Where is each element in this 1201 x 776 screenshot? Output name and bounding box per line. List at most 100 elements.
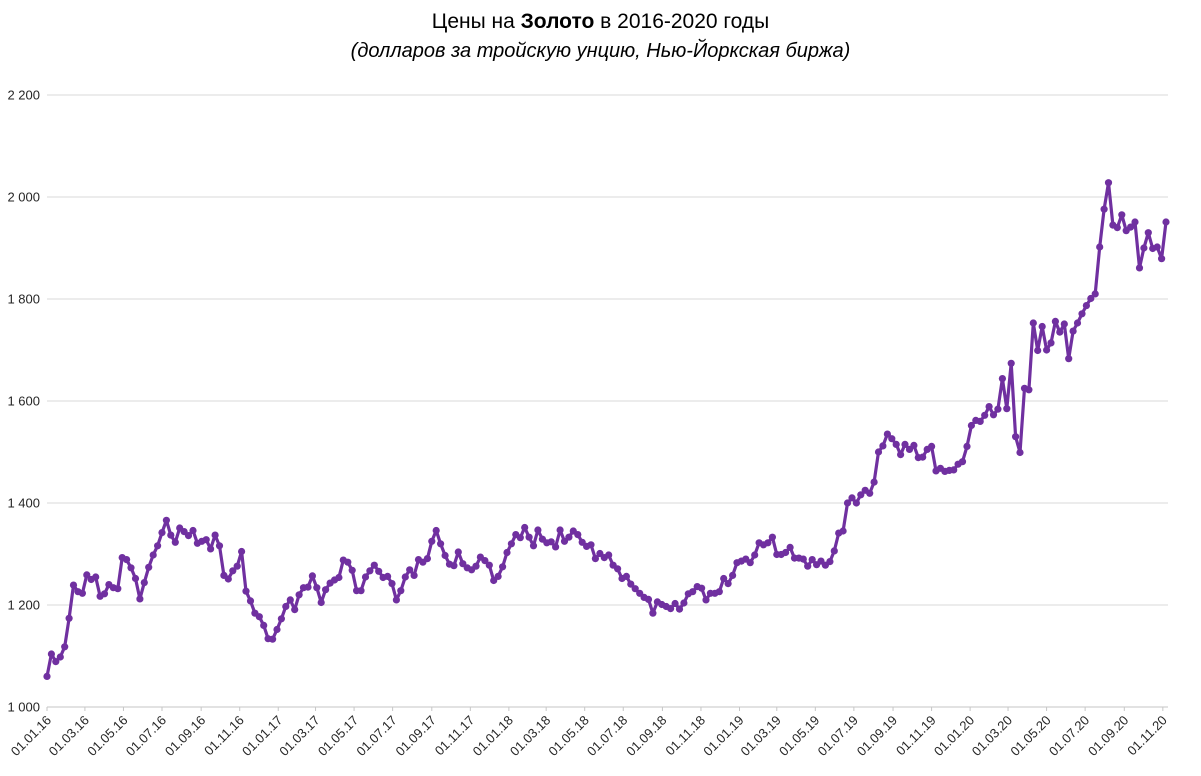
x-axis-label: 01.03.18 — [507, 713, 553, 759]
data-point — [242, 587, 250, 595]
data-point — [1113, 224, 1121, 232]
data-point — [516, 534, 524, 542]
x-axis-label: 01.03.20 — [969, 713, 1015, 759]
data-point — [826, 558, 834, 566]
data-point — [273, 625, 281, 634]
data-point — [149, 551, 157, 559]
data-point — [282, 602, 290, 611]
data-point — [1016, 448, 1024, 457]
data-point — [370, 561, 378, 569]
data-point — [286, 596, 294, 604]
data-point — [591, 555, 600, 563]
data-point — [883, 430, 892, 438]
data-point — [423, 555, 431, 563]
data-point — [897, 451, 905, 459]
data-point — [1153, 243, 1161, 251]
x-axis — [46, 706, 1168, 711]
data-point — [910, 441, 918, 449]
data-point — [397, 587, 405, 595]
data-point — [1056, 328, 1064, 336]
data-point — [47, 650, 56, 658]
data-point — [335, 573, 343, 582]
data-point — [171, 538, 179, 546]
data-point — [729, 571, 737, 580]
data-point — [525, 533, 533, 541]
data-point — [384, 572, 392, 581]
data-point — [499, 563, 507, 571]
data-point — [521, 523, 529, 532]
x-axis-label: 01.09.20 — [1085, 713, 1131, 759]
x-axis-label: 01.09.17 — [393, 713, 439, 759]
data-point — [215, 542, 224, 550]
data-point — [680, 599, 688, 607]
y-axis-label: 1 800 — [7, 292, 40, 307]
data-point — [450, 562, 458, 570]
data-point — [720, 574, 728, 583]
data-point — [857, 491, 865, 499]
data-point — [485, 561, 493, 569]
data-point — [1082, 302, 1090, 310]
data-point — [627, 580, 635, 588]
data-point — [136, 595, 144, 603]
y-gridlines — [47, 94, 1168, 606]
y-axis-label: 1 400 — [7, 496, 40, 511]
chart-title-prefix: Цены на — [431, 10, 521, 33]
x-axis-label: 01.05.18 — [545, 713, 591, 759]
data-point — [344, 558, 352, 566]
data-point — [1065, 355, 1073, 363]
data-point — [958, 458, 967, 466]
data-point — [233, 562, 241, 570]
data-point — [981, 411, 989, 419]
data-point — [782, 548, 790, 557]
data-point — [246, 597, 255, 605]
data-point — [852, 499, 861, 507]
data-point — [808, 556, 816, 564]
data-point — [888, 435, 896, 443]
data-point — [724, 580, 732, 588]
y-axis-label: 1 000 — [7, 700, 40, 715]
data-point — [866, 489, 874, 497]
data-point — [1047, 339, 1055, 347]
data-point — [127, 564, 135, 572]
data-point — [675, 605, 684, 613]
x-axis-label: 01.01.18 — [470, 713, 516, 759]
data-point — [1162, 218, 1170, 226]
data-point — [211, 531, 219, 539]
data-point — [158, 529, 166, 537]
data-point — [870, 478, 878, 486]
price-line — [45, 181, 1168, 678]
data-point — [565, 533, 573, 541]
x-axis-label: 01.05.16 — [84, 713, 130, 759]
data-point — [131, 574, 140, 583]
y-axis-label: 2 200 — [7, 88, 40, 103]
x-axis-label: 01.11.19 — [893, 713, 939, 759]
data-point — [1060, 320, 1068, 328]
data-point — [1135, 264, 1144, 272]
data-point — [348, 566, 356, 574]
price-line-series — [43, 179, 1170, 681]
data-point — [1038, 322, 1046, 331]
x-axis-label: 01.09.16 — [162, 713, 208, 759]
data-point — [967, 421, 976, 430]
data-point — [357, 587, 365, 595]
data-point — [114, 585, 122, 593]
data-point — [764, 539, 772, 547]
data-point — [1131, 218, 1139, 226]
data-point — [392, 596, 400, 604]
data-point — [361, 573, 370, 581]
data-point — [1003, 405, 1011, 413]
chart-title-bold: Золото — [520, 10, 595, 33]
data-point — [751, 551, 759, 559]
data-point — [69, 581, 78, 589]
data-point — [1051, 317, 1059, 325]
data-point — [154, 542, 162, 550]
data-point — [1118, 211, 1126, 219]
data-point — [375, 567, 383, 575]
data-point — [313, 584, 321, 592]
x-axis-label: 01.07.16 — [123, 713, 169, 759]
data-point — [874, 448, 883, 456]
x-axis-label: 01.11.17 — [432, 713, 478, 759]
data-point — [61, 643, 69, 651]
data-point — [255, 613, 263, 621]
data-point — [1029, 319, 1037, 327]
